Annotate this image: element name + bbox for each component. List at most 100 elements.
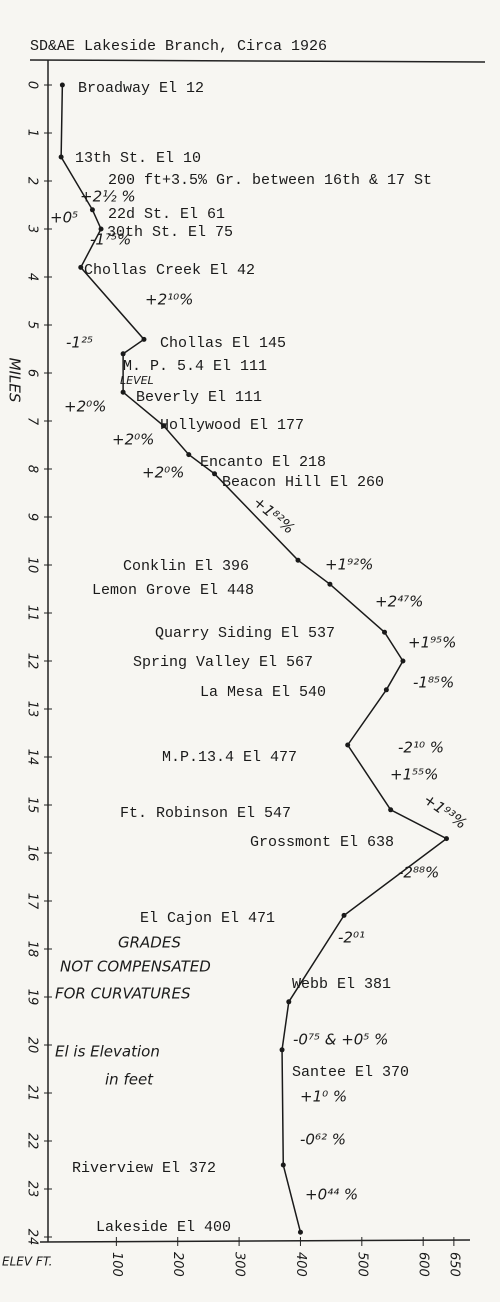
station-point [327,581,333,587]
station-label: Chollas Creek El 42 [84,262,255,279]
x-tick-label: 500 [354,1252,369,1277]
y-tick-label: 4 [25,273,40,281]
station-label: Grossmont El 638 [250,834,394,851]
station-point [444,836,449,842]
station-label: Santee El 370 [292,1064,409,1081]
station-point [279,1047,285,1053]
station-label: M. P. 5.4 El 111 [123,358,267,375]
grade-annotation: +1⁵⁵% [390,766,438,784]
grade-annotation: El is Elevation [55,1043,160,1061]
station-point [141,336,147,342]
station-label: Webb El 381 [292,976,391,993]
y-tick-label: 22 [25,1133,40,1150]
station-label: 22d St. El 61 [108,206,225,223]
y-tick-label: 9 [25,513,40,521]
station-point [58,154,64,160]
y-tick-label: 5 [25,321,40,329]
y-tick-label: 11 [25,605,40,622]
y-tick-label: 18 [25,941,40,958]
station-label: El Cajon El 471 [140,910,275,927]
grade-annotation: +2⁰% [142,464,184,482]
y-tick-label: 6 [25,369,40,377]
y-tick-label: 24 [25,1229,40,1246]
station-point [161,423,167,429]
station-point [212,471,218,477]
grade-annotation: -1²⁵ [66,334,93,352]
grade-annotation: +0⁴⁴ % [305,1186,358,1204]
grade-annotation: in feet [105,1071,154,1089]
grade-annotation: +1⁰ % [300,1088,347,1106]
grade-annotation: -0⁶² % [300,1131,346,1149]
y-tick-label: 15 [25,797,40,814]
station-point [98,226,104,232]
y-tick-label: 1 [25,129,40,137]
station-point [388,807,394,813]
note: 200 ft+3.5% Gr. between 16th & 17 St [108,172,432,189]
station-point [59,82,65,88]
y-tick-label: 17 [25,893,40,910]
chart-title: SD&AE Lakeside Branch, Circa 1926 [30,38,327,55]
station-point [280,1162,286,1168]
y-tick-label: 12 [25,653,40,670]
grade-annotation: +1⁹²% [325,556,373,574]
profile-line [60,84,448,1233]
grade-annotation: +2⁰% [64,398,106,416]
grade-annotation: -1⁷⁵% [90,231,131,249]
station-label: Lakeside El 400 [96,1219,231,1236]
station-point [297,1229,303,1235]
y-tick-label: 10 [25,557,40,574]
station-label: Ft. Robinson El 547 [120,805,291,822]
station-label: La Mesa El 540 [200,684,326,701]
x-axis [39,1239,471,1243]
station-point [78,264,84,270]
grade-annotation: +2⁴⁷% [375,593,423,611]
grade-annotation: -2¹⁰ % [398,739,444,757]
y-tick-label: 3 [25,225,40,233]
x-tick-label: 300 [232,1252,247,1277]
grade-annotation: +2⁰% [112,431,154,449]
station-label: Beverly El 111 [136,389,262,406]
x-tick-label: 200 [170,1252,185,1277]
grade-annotation: +2¹⁰% [145,291,193,309]
station-label: Riverview El 372 [72,1160,216,1177]
station-point [120,389,126,395]
station-point [345,742,351,748]
grade-annotation: +1⁹⁵% [408,634,456,652]
x-tick-label: 400 [293,1252,308,1277]
y-tick-label: 13 [25,701,40,718]
y-tick-label: 16 [25,845,40,862]
station-point [120,351,126,357]
y-tick-label: 8 [25,465,40,473]
station-point [186,452,192,458]
y-tick-label: 21 [25,1085,40,1102]
grade-annotation: -2⁰¹ [338,929,365,947]
grade-annotation: +0⁵ [50,209,78,227]
grade-annotation: FOR CURVATURES [55,985,191,1003]
station-label: Broadway El 12 [78,80,204,97]
station-label: Chollas El 145 [160,335,286,352]
station-label: Spring Valley El 567 [133,654,313,671]
station-label: Hollywood El 177 [160,417,304,434]
station-point [382,629,388,635]
station-point [341,912,347,918]
x-tick-label: 600 [416,1252,431,1277]
y-tick-label: 19 [25,989,40,1006]
y-tick-label: 2 [25,177,40,185]
station-label: Conklin El 396 [123,558,249,575]
grade-annotation: -1⁸⁵% [413,674,454,692]
grade-annotation: LEVEL [120,374,154,387]
x-tick-label: 100 [109,1252,124,1277]
grade-annotation: +1⁸²% [250,493,299,538]
grade-annotation: -0⁷⁵ & +0⁵ % [293,1031,388,1049]
station-point [400,658,406,664]
x-axis-label: ELEV FT. [2,1255,53,1269]
station-point [89,207,95,213]
station-point [383,687,389,693]
y-axis-label: MILES [6,358,24,403]
grade-annotation: GRADES [118,934,181,952]
grade-annotation: +1⁹³% [420,790,470,833]
station-point [295,557,301,563]
station-label: Quarry Siding El 537 [155,625,335,642]
y-tick-label: 7 [25,417,40,426]
